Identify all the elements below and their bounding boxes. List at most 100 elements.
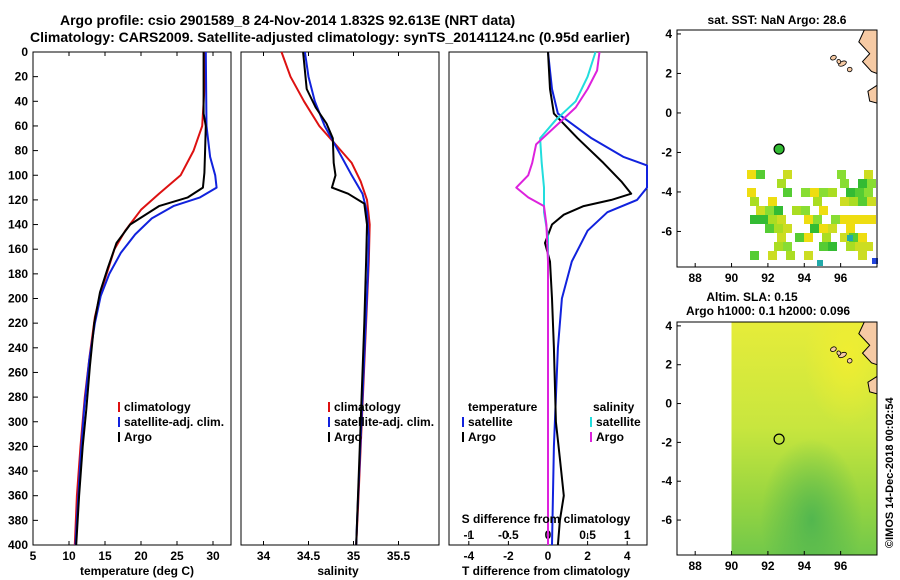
sst-cell [777,179,786,188]
y-tick-label: 100 [8,168,28,182]
sst-cell [768,197,777,206]
sst-cell [840,179,849,188]
x2-tick-label: -1 [463,528,474,542]
x-tick-label: -4 [463,549,474,563]
y-tick-label: 220 [8,316,28,330]
series-line-s-argo [515,51,601,545]
y-tick-label: 320 [8,439,28,453]
y-tick-label: 260 [8,365,28,379]
x-tick-label: 4 [624,549,631,563]
sst-cell [858,215,867,224]
x2-tick-label: 0.5 [579,528,596,542]
sst-cell [819,188,828,197]
map-x-tick-label: 88 [689,271,703,285]
sst-cell [867,215,876,224]
y-tick-label: 360 [8,489,28,503]
s-difference-tick-labels: -1 -0.5 0 0.5 1 [463,528,630,542]
sla-map: Altim. SLA: 0.15 Argo h1000: 0.1 h2000: … [661,290,878,573]
sst-argo-marker [773,143,785,155]
y-tick-label: 60 [15,119,29,133]
y-tick-label: 140 [8,218,28,232]
sst-cell [804,215,813,224]
x-tick-label: 2 [584,549,591,563]
x2-tick-label: -0.5 [498,528,519,542]
sla-field [731,322,877,555]
sst-cell [828,224,837,233]
x-tick-label: 10 [62,549,76,563]
sst-cell [872,258,878,264]
sumatra-coast [858,321,878,366]
sst-cell [765,224,774,233]
sst-cell [864,188,873,197]
sst-cell [810,224,819,233]
y-tick-label: 80 [15,144,29,158]
small-island [846,358,853,364]
y-tick-label: 400 [8,538,28,552]
sst-cell [774,242,783,251]
sla-map-title1: Altim. SLA: 0.15 [706,290,798,304]
map-y-tick-label: 2 [665,66,672,80]
x-tick-label: 34 [257,549,271,563]
legend-label: satellite [468,415,513,429]
sst-cell [858,179,867,188]
y-tick-label: 160 [8,242,28,256]
sst-cell [747,170,756,179]
sst-cell [819,206,828,215]
map-y-tick-label: -4 [661,185,672,199]
sst-cell [867,179,876,188]
map-y-tick-label: -4 [661,474,672,488]
sst-cell [849,215,858,224]
map-y-tick-label: -2 [661,435,672,449]
sst-cell [783,188,792,197]
x-tick-label: 35.5 [387,549,411,563]
sst-cell [846,188,855,197]
sst-cell [786,251,795,260]
map-x-tick-label: 90 [725,559,739,573]
sst-cell [846,242,855,251]
map-x-tick-label: 92 [761,559,775,573]
small-island [830,346,837,352]
map-x-tick-label: 92 [761,271,775,285]
difference-profiles [515,51,648,546]
temperature-panel: 0 20 40 60 80 100 120 140 160 180 200 220 240 260 280 3… [8,45,232,578]
map-x-tick-label: 90 [725,271,739,285]
sst-cell [828,188,837,197]
y-tick-label: 380 [8,513,28,527]
x-tick-label: 15 [98,549,112,563]
legend-label: satellite [596,415,641,429]
sst-cell [810,188,819,197]
y-tick-label: 280 [8,390,28,404]
sst-map: sat. SST: NaN Argo: 28.6 88 90 92 94 96 4 2 0 -2… [661,13,878,285]
legend-title-salinity: salinity [593,400,635,414]
sst-cell [774,206,783,215]
legend-title-temperature: temperature [468,400,538,414]
t-difference-xlabel: T difference from climatology [462,564,630,578]
sst-cell [864,170,873,179]
salinity-tick-labels: 34 34.5 35 35.5 [257,52,411,563]
title-line2: Climatology: CARS2009. Satellite-adjuste… [30,29,630,45]
sst-cell [864,242,873,251]
sst-cell [813,215,822,224]
sst-cell [750,197,759,206]
map-x-tick-label: 96 [834,271,848,285]
sst-cell [831,215,840,224]
sst-cell [747,188,756,197]
x-tick-label: 20 [134,549,148,563]
legend-label: satellite-adj. clim. [124,415,224,429]
sst-cell [777,215,786,224]
small-island [830,54,837,61]
y-tick-label: 20 [15,70,29,84]
sst-cell [765,206,774,215]
sst-cell [819,224,828,233]
sst-cell [819,242,828,251]
x2-tick-label: 1 [624,528,631,542]
map-x-tick-label: 96 [834,559,848,573]
sst-cell [756,170,765,179]
legend-label: satellite-adj. clim. [334,415,434,429]
y-tick-label: 180 [8,267,28,281]
sst-cell [840,215,849,224]
sst-cell [822,233,831,242]
